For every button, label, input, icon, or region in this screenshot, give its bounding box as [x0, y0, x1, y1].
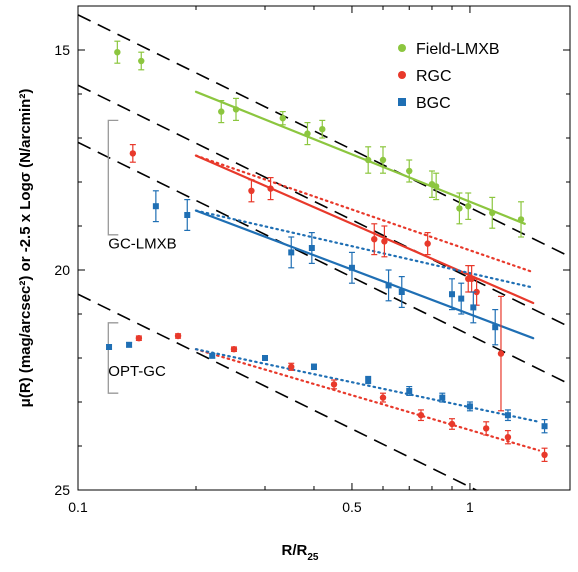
group-bracket — [107, 322, 119, 394]
data-point — [308, 245, 315, 251]
legend: Field-LMXB RGC BGC — [398, 41, 500, 112]
data-point — [517, 216, 525, 223]
data-point — [262, 355, 269, 361]
data-point — [398, 289, 405, 295]
data-point — [424, 240, 431, 247]
y-tick-label: 20 — [54, 262, 70, 278]
x-tick-label: 0.5 — [342, 499, 362, 515]
solid-fit-line — [194, 90, 526, 225]
data-point — [456, 205, 463, 212]
data-point — [248, 187, 255, 194]
axes: 0.1 0.5 1 15 20 25 — [54, 5, 570, 515]
data-point — [232, 106, 240, 113]
data-point — [432, 183, 440, 190]
dashed-reference-line — [78, 141, 570, 386]
dotted-fit-line — [194, 348, 541, 423]
dashed-reference-line — [78, 14, 570, 258]
x-tick-label: 1 — [466, 499, 474, 515]
x-axis-title: R/R25 — [282, 542, 319, 563]
data-point — [465, 203, 472, 210]
data-point — [288, 249, 295, 256]
legend-label: BGC — [416, 95, 451, 112]
data-point — [135, 335, 143, 342]
legend-label: RGC — [416, 68, 452, 85]
data-point — [348, 264, 355, 271]
dashed-reference-line — [78, 293, 478, 490]
group-bracket — [107, 119, 119, 236]
legend-marker — [398, 44, 406, 52]
data-point — [106, 344, 113, 350]
data-point — [209, 352, 216, 359]
data-point — [279, 115, 286, 122]
solid-fit-line — [194, 209, 535, 340]
data-point — [468, 275, 475, 282]
reference-lines — [78, 14, 570, 490]
data-point — [371, 236, 378, 243]
data-point — [379, 394, 387, 401]
data-point — [449, 291, 456, 298]
data-point — [330, 381, 338, 388]
group-brackets: GC-LMXB OPT-GC — [107, 119, 177, 394]
data-point — [218, 108, 225, 115]
legend-marker — [398, 71, 406, 79]
data-point — [184, 212, 191, 218]
data-point — [381, 238, 388, 245]
fit-lines — [194, 90, 541, 452]
data-point — [466, 403, 473, 410]
group-label: GC-LMXB — [108, 236, 176, 253]
data-point — [288, 363, 295, 370]
data-point — [365, 377, 372, 383]
data-point — [482, 425, 490, 432]
data-point — [541, 423, 548, 430]
data-point — [458, 295, 465, 302]
data-point — [492, 324, 499, 331]
group-label: OPT-GC — [108, 363, 166, 380]
y-tick-label: 15 — [54, 42, 70, 58]
data-point — [126, 341, 133, 348]
data-point — [267, 185, 274, 192]
plot-frame — [77, 5, 571, 491]
data-point — [470, 304, 477, 311]
data-point — [504, 434, 512, 441]
data-point — [448, 420, 456, 428]
data-point — [406, 167, 413, 175]
data-point — [364, 156, 372, 164]
data-point — [114, 49, 121, 56]
data-point — [497, 350, 505, 357]
data-point — [379, 156, 387, 164]
legend-label: Field-LMXB — [416, 41, 500, 58]
dotted-fit-line — [194, 209, 535, 289]
x-tick-label: 0.1 — [68, 499, 88, 515]
dotted-fit-line — [194, 348, 541, 452]
data-point — [439, 394, 446, 401]
data-point — [489, 209, 496, 216]
data-point — [152, 203, 159, 210]
data-points — [106, 40, 548, 462]
data-point — [385, 282, 392, 289]
data-point — [129, 150, 137, 157]
data-point — [504, 412, 511, 419]
data-point — [406, 388, 413, 394]
y-axis-title: μ(R) (mag/arcsec²) or -2.5 x Logσ (N/arc… — [17, 89, 34, 408]
data-point — [304, 130, 311, 137]
data-point — [473, 288, 480, 296]
data-point — [310, 363, 317, 370]
data-point — [138, 57, 145, 65]
data-point — [417, 412, 425, 419]
dashed-reference-line — [78, 84, 570, 328]
data-point — [174, 332, 182, 340]
data-point — [230, 346, 238, 353]
legend-marker — [398, 98, 406, 106]
data-point — [319, 126, 326, 133]
y-tick-label: 25 — [54, 482, 70, 498]
data-point — [541, 451, 548, 458]
dotted-fit-line — [194, 154, 535, 274]
